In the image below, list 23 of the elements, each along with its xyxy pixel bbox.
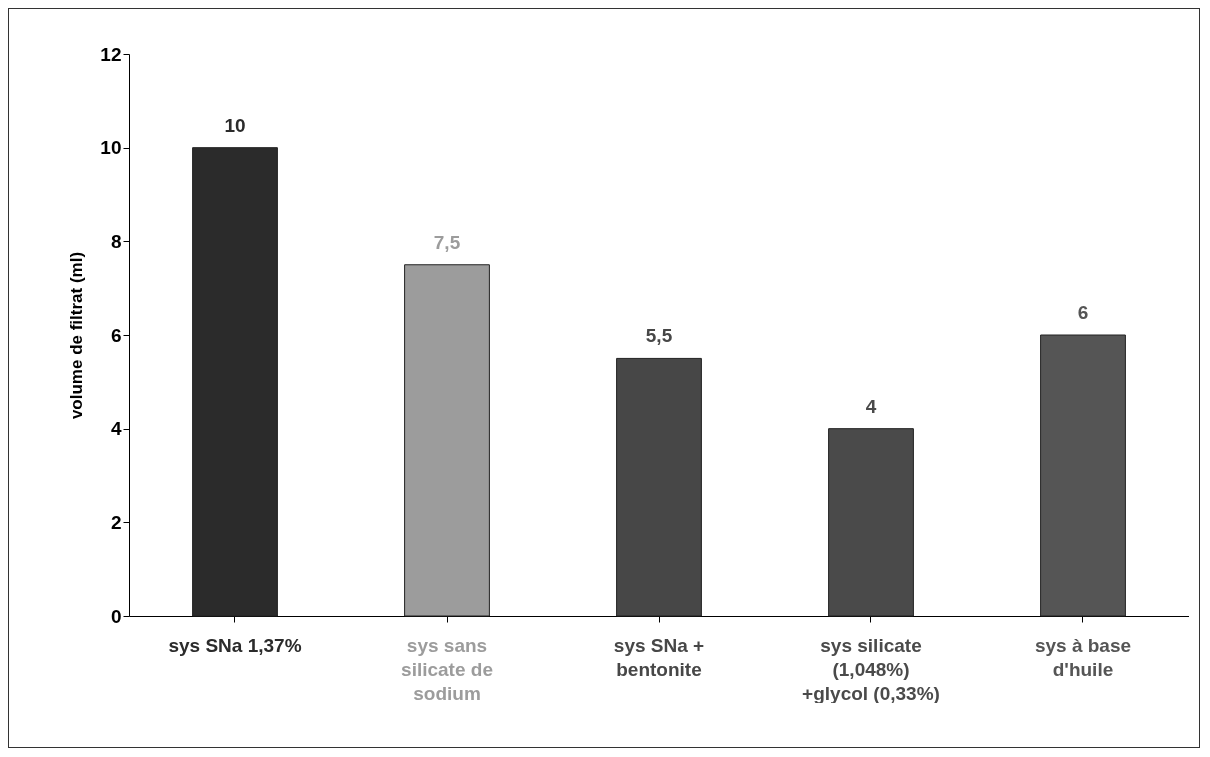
y-tick-label: 0 bbox=[110, 605, 122, 627]
data-label: 5,5 bbox=[645, 325, 673, 347]
y-tick-label: 6 bbox=[110, 324, 122, 346]
y-tick-label: 10 bbox=[100, 137, 122, 159]
x-tick-label: sys silicate (1,048%) +glycol (0,33%) bbox=[802, 634, 940, 704]
data-label: 10 bbox=[224, 114, 246, 136]
y-tick-label: 8 bbox=[110, 230, 122, 252]
bar bbox=[1040, 334, 1126, 617]
bar bbox=[828, 428, 914, 617]
y-tick-label: 2 bbox=[110, 511, 122, 533]
x-tick-label: sys à base d'huile bbox=[1034, 634, 1132, 680]
y-tick-label: 12 bbox=[100, 43, 122, 65]
bar bbox=[616, 357, 702, 617]
data-label: 6 bbox=[1077, 302, 1089, 323]
y-axis-title: volume de filtrat (ml) bbox=[67, 251, 87, 420]
bar bbox=[404, 264, 490, 617]
x-tick-label: sys sans silicate de sodium bbox=[401, 634, 493, 704]
x-tick-label: sys SNa + bentonite bbox=[613, 634, 705, 680]
x-tick-label: sys SNa 1,37% bbox=[168, 634, 302, 656]
y-tick-label: 4 bbox=[110, 418, 122, 440]
data-label: 7,5 bbox=[433, 231, 461, 253]
data-label: 4 bbox=[865, 395, 877, 417]
bar bbox=[192, 147, 278, 617]
